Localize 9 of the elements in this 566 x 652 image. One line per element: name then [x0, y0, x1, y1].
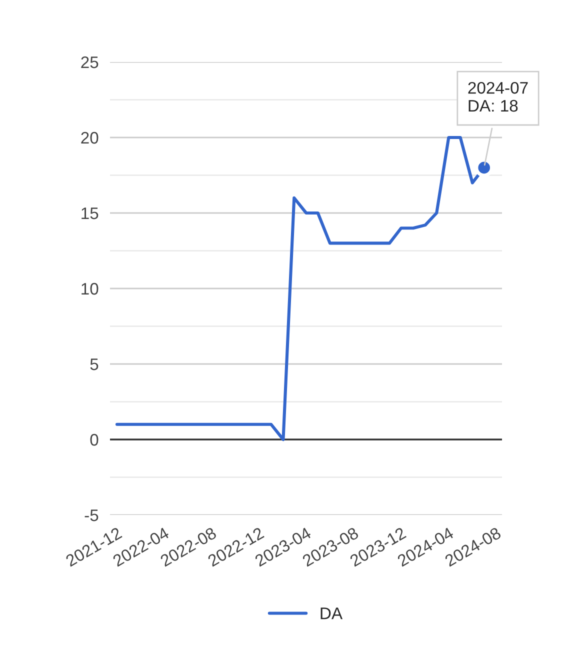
- y-tick-label: 20: [81, 132, 98, 144]
- y-tick-label: 0: [90, 434, 98, 446]
- y-tick-label: 5: [90, 358, 98, 370]
- legend-label: DA: [320, 608, 343, 620]
- y-tick-label: 25: [81, 56, 98, 68]
- y-tick-label: 10: [82, 282, 98, 295]
- annotation: 2024-07 DA: 18: [468, 82, 528, 112]
- y-tick-label: -5: [84, 510, 98, 522]
- y-tick-label: 15: [82, 208, 98, 220]
